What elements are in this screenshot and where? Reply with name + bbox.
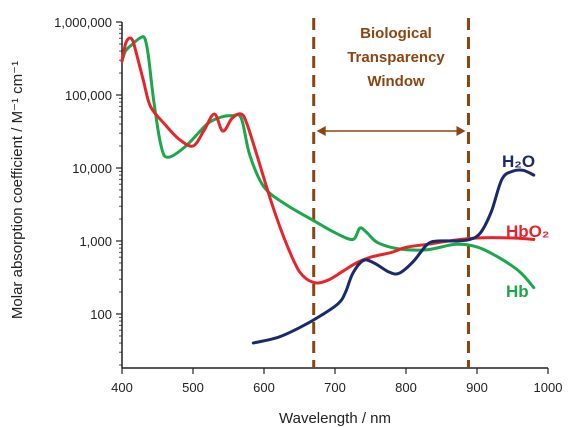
x-tick-label: 900 [466, 380, 488, 395]
y-tick-label: 10,000 [72, 161, 112, 176]
window-label-line-1: Biological [360, 25, 432, 42]
series-line-hbo2 [120, 36, 536, 285]
x-tick-label: 1000 [534, 380, 563, 395]
plot-area: 400 500 600 700 800 900 1000 100 1,000 10,000 100,… [54, 15, 562, 395]
x-tick-label: 700 [324, 380, 346, 395]
x-axis-title: Wavelength / nm [279, 410, 391, 427]
window-label-line-2: Transparency [347, 49, 445, 66]
x-tick-label: 500 [182, 380, 204, 395]
y-tick-label: 100 [90, 307, 112, 322]
y-tick-label: 1,000 [79, 234, 112, 249]
window-arrow-right-head [456, 126, 466, 136]
y-axis-title: Molar absorption coefficient / M⁻¹ cm⁻¹ [9, 61, 26, 319]
window-label-line-3: Window [367, 73, 425, 90]
x-tick-label: 800 [395, 380, 417, 395]
y-tick-label: 1,000,000 [54, 15, 112, 30]
x-tick-label: 600 [253, 380, 275, 395]
window-arrow-left-head [316, 126, 326, 136]
series-label-hbo2: HbO₂ [506, 222, 549, 241]
series-label-hb: Hb [506, 282, 529, 301]
series-line-h2o [251, 168, 536, 345]
x-tick-label: 400 [111, 380, 133, 395]
y-tick-label: 100,000 [65, 88, 112, 103]
series-line-hb [120, 35, 536, 290]
series-label-h2o: H₂O [502, 152, 535, 171]
